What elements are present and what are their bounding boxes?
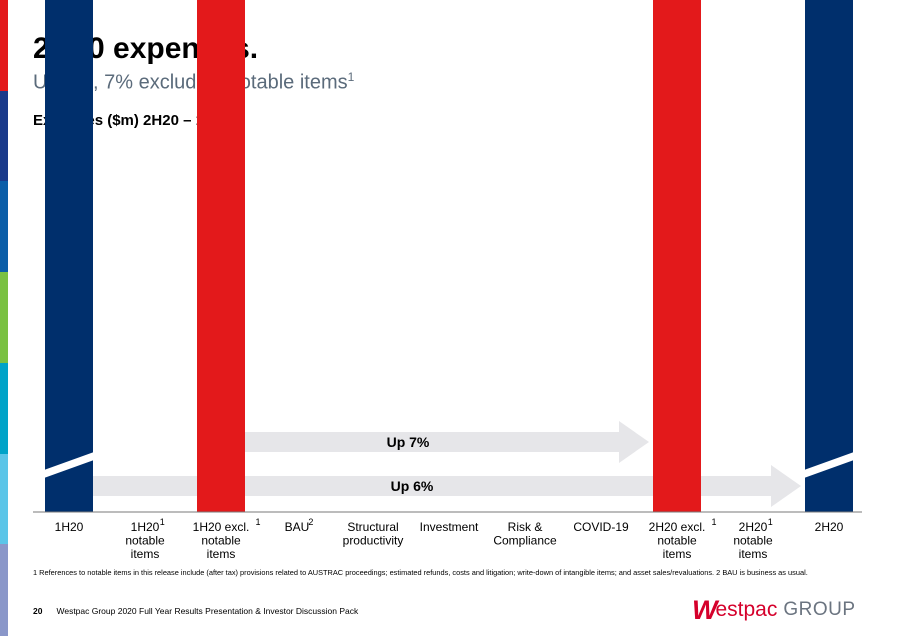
edge-bar-segment	[0, 453, 8, 546]
category-label: COVID-19	[573, 520, 629, 534]
category-footnote-marker: 1	[768, 517, 773, 527]
category-label: Structural	[347, 520, 398, 534]
category-footnote-marker: 2	[308, 517, 313, 527]
category-label: Compliance	[493, 534, 557, 548]
subtitle-text: Up 6%, 7% excluding notable items	[33, 71, 348, 94]
page-number: 20	[33, 606, 43, 616]
axis-break-mark	[804, 452, 854, 478]
edge-bar-segment	[0, 0, 8, 92]
waterfall-bar	[805, 0, 853, 513]
category-label: 2H20	[815, 520, 844, 534]
logo-w-mark: W	[692, 594, 718, 625]
logo-wordmark: estpac	[715, 598, 778, 621]
growth-arrow	[53, 465, 801, 507]
category-label: notable	[657, 534, 697, 548]
growth-arrow-label: Up 6%	[391, 478, 434, 494]
footer: 20 Westpac Group 2020 Full Year Results P…	[33, 606, 358, 616]
category-label: notable	[733, 534, 773, 548]
page-subtitle: Up 6%, 7% excluding notable items1	[33, 70, 354, 95]
category-label: Risk &	[508, 520, 543, 534]
waterfall-bar	[653, 0, 701, 513]
category-label: BAU	[285, 520, 310, 534]
category-label: notable	[125, 534, 165, 548]
edge-bar-segment	[0, 362, 8, 455]
edge-bar-segment	[0, 181, 8, 274]
waterfall-bar	[45, 0, 93, 512]
category-label: productivity	[343, 534, 404, 548]
logo-group-text: GROUP	[783, 599, 856, 620]
waterfall-bar	[197, 0, 245, 513]
category-label: 2H20 excl.	[649, 520, 706, 534]
category-label: items	[739, 547, 768, 561]
category-label: 2H20	[739, 520, 768, 534]
category-label: notable	[201, 534, 241, 548]
edge-bar-segment	[0, 544, 8, 636]
edge-bar-segment	[0, 90, 8, 183]
category-label: Investment	[420, 520, 479, 534]
growth-arrow-label: Up 7%	[387, 434, 430, 450]
category-label: items	[207, 547, 236, 561]
growth-arrow	[197, 421, 649, 463]
category-footnote-marker: 1	[255, 517, 260, 527]
category-label: 1H20	[55, 520, 84, 534]
category-footnote-marker: 1	[160, 517, 165, 527]
category-label: items	[131, 547, 160, 561]
category-label: items	[663, 547, 692, 561]
footnote: 1 References to notable items in this re…	[33, 568, 808, 577]
category-label: 1H20	[131, 520, 160, 534]
footer-text: Westpac Group 2020 Full Year Results Pre…	[56, 606, 359, 616]
subtitle-footnote-marker: 1	[347, 70, 355, 84]
edge-bar-segment	[0, 272, 8, 364]
category-footnote-marker: 1	[711, 517, 716, 527]
axis-break-mark	[44, 452, 94, 478]
category-label: 1H20 excl.	[193, 520, 250, 534]
